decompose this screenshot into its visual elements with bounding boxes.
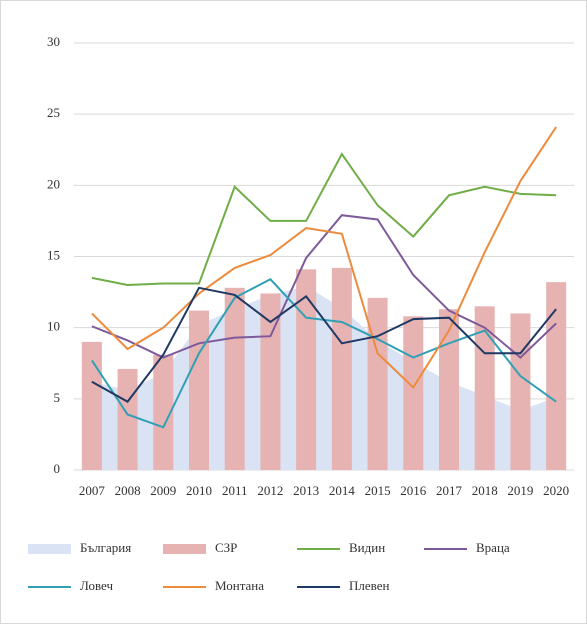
x-tick-label: 2010 (186, 483, 212, 498)
bar (439, 309, 459, 470)
x-tick-label: 2020 (543, 483, 569, 498)
x-tick-label: 2019 (507, 483, 533, 498)
legend-label: България (80, 540, 131, 555)
line (91, 214, 557, 359)
legend-label: Монтана (215, 578, 264, 593)
y-tick-label: 10 (47, 319, 60, 334)
x-tick-label: 2007 (79, 483, 106, 498)
line (91, 286, 557, 403)
bar (153, 354, 174, 470)
y-tick-label: 0 (54, 461, 61, 476)
legend-label: СЗР (215, 540, 237, 555)
bar (367, 297, 388, 470)
legend-label: Плевен (349, 578, 389, 593)
bar (510, 313, 531, 470)
line (91, 152, 557, 286)
bar (81, 341, 102, 470)
legend-label: Враца (476, 540, 510, 555)
x-tick-label: 2008 (115, 483, 141, 498)
x-tick-label: 2014 (329, 483, 356, 498)
x-tick-label: 2011 (222, 483, 248, 498)
legend-swatch (163, 544, 206, 554)
x-tick-label: 2018 (472, 483, 498, 498)
y-tick-label: 20 (47, 176, 60, 191)
bar (403, 316, 424, 470)
bar (117, 368, 138, 470)
x-tick-label: 2017 (436, 483, 463, 498)
bar (296, 269, 317, 470)
bar (331, 267, 352, 470)
y-tick-label: 15 (47, 247, 60, 262)
y-tick-label: 30 (47, 34, 60, 49)
x-tick-label: 2013 (293, 483, 319, 498)
legend-label: Ловеч (80, 578, 114, 593)
legend-label: Видин (349, 540, 385, 555)
bar (189, 310, 209, 470)
x-tick-label: 2012 (257, 483, 283, 498)
x-tick-label: 2015 (365, 483, 391, 498)
line (91, 126, 557, 390)
bar (260, 293, 281, 470)
bar (224, 287, 245, 470)
legend-swatch (28, 544, 71, 554)
y-tick-label: 25 (47, 105, 60, 120)
y-tick-label: 5 (54, 390, 61, 405)
x-tick-label: 2009 (150, 483, 176, 498)
x-tick-label: 2016 (400, 483, 427, 498)
